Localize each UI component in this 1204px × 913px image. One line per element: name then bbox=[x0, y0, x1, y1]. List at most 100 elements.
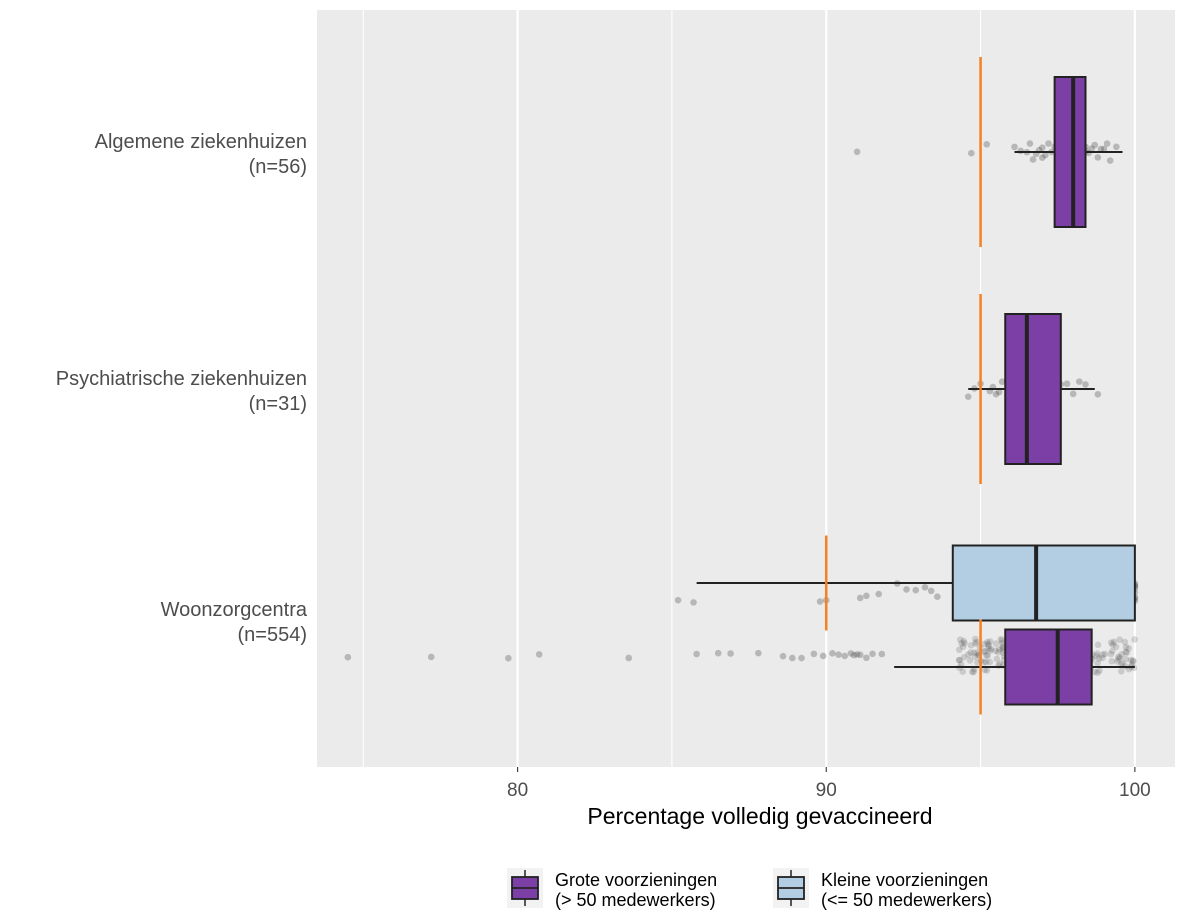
data-point bbox=[1045, 140, 1052, 147]
data-point bbox=[998, 637, 1006, 645]
category-label: Algemene ziekenhuizen bbox=[95, 131, 307, 153]
data-point bbox=[983, 652, 990, 659]
data-point bbox=[958, 640, 965, 647]
data-point bbox=[816, 598, 824, 605]
data-point bbox=[1110, 638, 1118, 646]
data-point bbox=[1088, 145, 1095, 152]
data-point bbox=[981, 647, 989, 655]
data-point bbox=[959, 668, 967, 675]
legend-label: Grote voorzieningen bbox=[555, 870, 717, 890]
data-point bbox=[788, 654, 796, 662]
data-point bbox=[841, 652, 849, 660]
category-n-label: (n=554) bbox=[238, 624, 308, 646]
box bbox=[951, 544, 1136, 622]
data-point bbox=[973, 638, 980, 646]
category-labels: Algemene ziekenhuizen (n=56) Psychiatrisch… bbox=[56, 131, 308, 646]
data-point bbox=[1100, 145, 1108, 153]
x-tick-labels: 80 90 100 bbox=[507, 767, 1151, 801]
data-point bbox=[967, 649, 974, 656]
data-point bbox=[992, 390, 1000, 398]
category-label: Psychiatrische ziekenhuizen bbox=[56, 368, 307, 390]
data-point bbox=[1094, 154, 1102, 161]
data-point bbox=[1116, 636, 1123, 643]
data-point bbox=[1063, 380, 1071, 388]
data-point bbox=[986, 658, 994, 666]
data-point bbox=[998, 639, 1006, 647]
data-point bbox=[779, 652, 787, 660]
data-point bbox=[981, 666, 989, 674]
data-point bbox=[1099, 651, 1106, 658]
data-point bbox=[959, 643, 967, 651]
data-point bbox=[344, 653, 352, 661]
data-point bbox=[878, 650, 886, 658]
data-point bbox=[960, 637, 968, 645]
legend-label-detail: (<= 50 medewerkers) bbox=[821, 890, 992, 910]
data-point bbox=[998, 378, 1006, 386]
data-point bbox=[968, 149, 975, 157]
data-point bbox=[997, 635, 1005, 643]
data-point bbox=[1099, 654, 1106, 662]
data-point bbox=[1091, 141, 1099, 149]
data-point bbox=[1115, 653, 1122, 661]
data-point bbox=[1122, 648, 1130, 656]
data-point bbox=[934, 593, 941, 601]
data-point bbox=[994, 648, 1002, 656]
data-point bbox=[505, 654, 512, 662]
data-point bbox=[1017, 147, 1024, 155]
data-point bbox=[980, 640, 988, 648]
data-point bbox=[1116, 654, 1124, 661]
data-point bbox=[968, 668, 976, 676]
data-point bbox=[875, 590, 883, 598]
category-n-label: (n=31) bbox=[249, 393, 307, 415]
data-point bbox=[693, 650, 700, 658]
data-point bbox=[955, 646, 963, 654]
data-point bbox=[863, 654, 870, 662]
data-point bbox=[625, 654, 633, 662]
data-point bbox=[987, 647, 994, 655]
x-tick-label: 100 bbox=[1119, 780, 1151, 801]
data-point bbox=[985, 642, 992, 650]
data-point bbox=[927, 587, 935, 595]
data-point bbox=[755, 649, 762, 657]
data-point bbox=[1094, 391, 1102, 398]
data-point bbox=[1094, 669, 1101, 677]
data-point bbox=[1119, 660, 1126, 667]
data-point bbox=[995, 388, 1003, 396]
data-point bbox=[999, 643, 1006, 651]
data-point bbox=[992, 647, 999, 655]
data-point bbox=[1029, 156, 1037, 163]
data-point bbox=[850, 651, 858, 659]
data-point bbox=[1103, 140, 1111, 147]
data-point bbox=[856, 594, 864, 602]
data-point bbox=[961, 640, 968, 647]
data-point bbox=[970, 668, 977, 676]
data-point bbox=[1125, 645, 1132, 652]
data-point bbox=[972, 640, 979, 647]
data-point bbox=[983, 666, 991, 674]
data-point bbox=[1121, 638, 1129, 646]
data-point bbox=[674, 596, 682, 604]
data-point bbox=[1129, 657, 1137, 664]
target-lines bbox=[824, 57, 982, 715]
data-point bbox=[1122, 655, 1130, 663]
data-point bbox=[1042, 151, 1049, 159]
legend-label: Kleine voorzieningen bbox=[821, 870, 988, 890]
data-point bbox=[996, 660, 1004, 668]
data-point bbox=[690, 599, 697, 606]
data-point bbox=[966, 657, 974, 664]
data-point bbox=[986, 638, 994, 645]
box bbox=[1053, 76, 1087, 228]
data-point bbox=[810, 650, 818, 658]
data-point bbox=[1107, 639, 1115, 646]
data-point bbox=[1091, 668, 1098, 676]
boxes bbox=[696, 76, 1136, 706]
data-point bbox=[974, 659, 981, 666]
data-point bbox=[863, 592, 870, 600]
data-point bbox=[1038, 144, 1046, 151]
data-point bbox=[1095, 655, 1103, 662]
data-point bbox=[1038, 154, 1046, 161]
data-point bbox=[829, 650, 836, 657]
data-point bbox=[535, 651, 543, 658]
data-point bbox=[921, 584, 929, 591]
